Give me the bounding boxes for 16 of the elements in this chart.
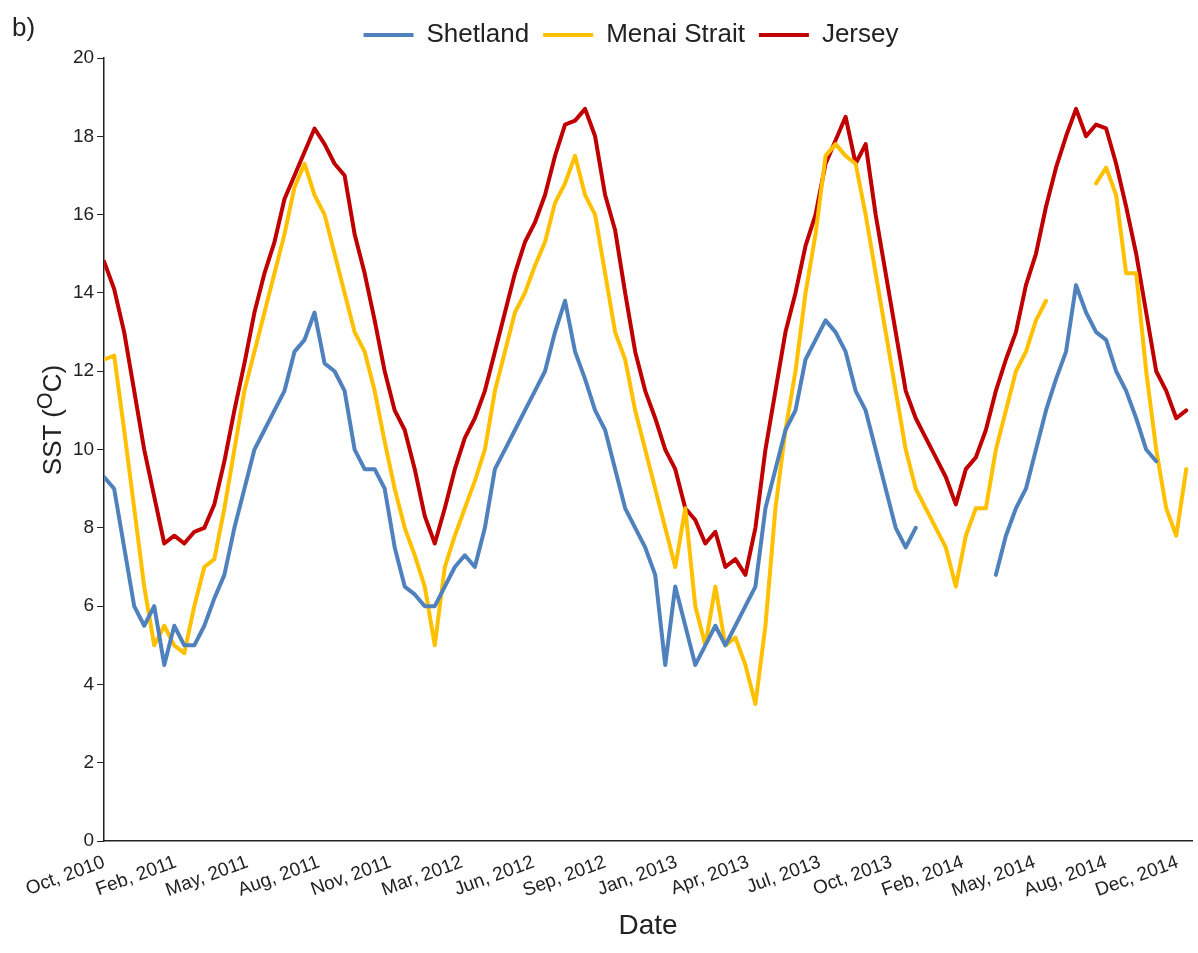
- y-tick-label: 2: [83, 751, 95, 773]
- legend-label: Menai Strait: [606, 18, 746, 49]
- y-tick-label: 6: [83, 594, 95, 616]
- y-tick-label: 4: [83, 672, 95, 694]
- y-tick-label: 18: [72, 124, 95, 146]
- y-tick-label: 16: [72, 202, 95, 224]
- legend-label: Shetland: [426, 18, 530, 49]
- y-tick-label: 0: [83, 829, 95, 851]
- legend-label: Jersey: [821, 18, 899, 49]
- y-tick-label: 20: [72, 46, 95, 68]
- y-tick-label: 14: [72, 281, 95, 303]
- x-axis-title: Date: [618, 908, 678, 940]
- chart-title: b): [12, 12, 36, 43]
- y-tick-label: 10: [72, 437, 95, 459]
- y-tick-label: 12: [72, 359, 95, 381]
- y-tick-label: 8: [83, 516, 95, 538]
